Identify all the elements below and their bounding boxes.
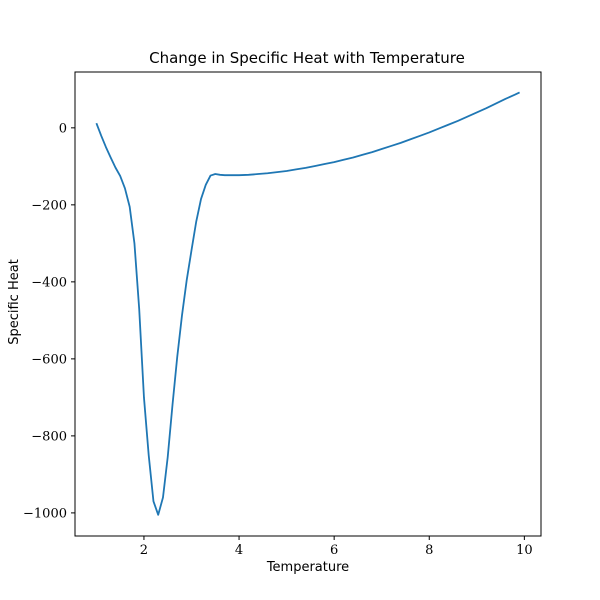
x-tick-label: 8 xyxy=(425,543,433,558)
x-axis-label: Temperature xyxy=(266,560,349,575)
x-tick-label: 2 xyxy=(140,543,148,558)
x-tick-label: 4 xyxy=(235,543,243,558)
y-axis-label: Specific Heat xyxy=(7,259,22,345)
chart-title: Change in Specific Heat with Temperature xyxy=(149,49,465,67)
x-tick-label: 6 xyxy=(330,543,338,558)
x-axis: 2 4 6 8 10 xyxy=(140,536,533,558)
y-tick-label: 0 xyxy=(59,121,67,136)
y-tick-label: −600 xyxy=(31,352,67,367)
y-axis: 0 −200 −400 −600 −800 −1000 xyxy=(23,121,75,521)
x-tick-label: 10 xyxy=(516,543,533,558)
y-tick-label: −400 xyxy=(31,275,67,290)
plot-frame xyxy=(74,71,542,537)
series-line-0 xyxy=(95,91,520,516)
plot-area xyxy=(74,71,542,537)
y-tick-label: −200 xyxy=(31,198,67,213)
y-tick-label: −800 xyxy=(31,429,67,444)
y-tick-label: −1000 xyxy=(23,506,67,521)
